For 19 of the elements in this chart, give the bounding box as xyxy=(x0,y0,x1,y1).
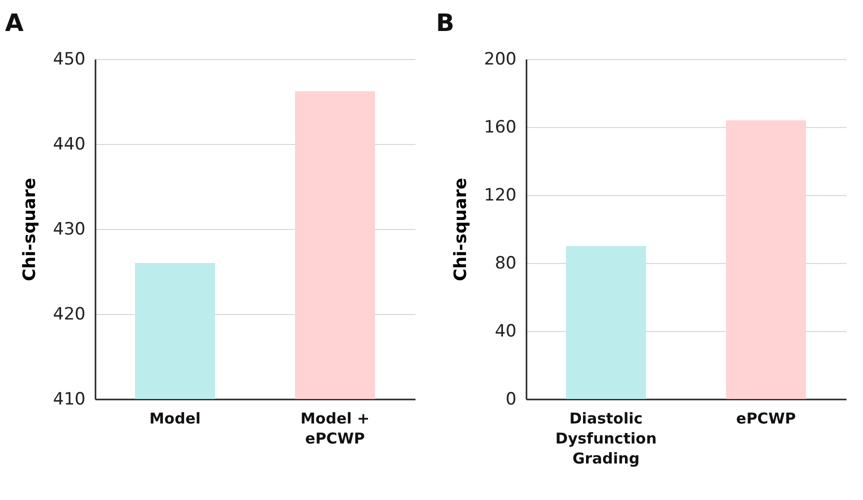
y-axis-title: Chi-square xyxy=(20,178,40,282)
chart-title: A xyxy=(5,9,24,37)
x-tick-label: Model + ePCWP xyxy=(300,410,370,448)
y-tick-label: 120 xyxy=(484,186,516,206)
y-tick-label: 160 xyxy=(484,118,516,138)
y-tick-label: 0 xyxy=(506,390,516,410)
y-tick-label: 430 xyxy=(53,220,86,240)
y-tick-label: 440 xyxy=(53,134,86,154)
y-tick-label: 450 xyxy=(53,50,86,70)
y-tick-label: 40 xyxy=(494,322,516,342)
y-tick-label: 420 xyxy=(53,304,86,324)
x-tick-label: Diastolic Dysfunction Grading xyxy=(555,410,657,468)
y-axis-title: Chi-square xyxy=(451,178,472,282)
x-tick-label: ePCWP xyxy=(736,410,796,428)
chart-title: B xyxy=(436,9,454,37)
y-tick-label: 80 xyxy=(494,254,516,274)
x-tick-label: Model xyxy=(149,410,201,428)
y-tick-label: 410 xyxy=(53,390,86,410)
y-tick-label: 200 xyxy=(484,50,516,70)
